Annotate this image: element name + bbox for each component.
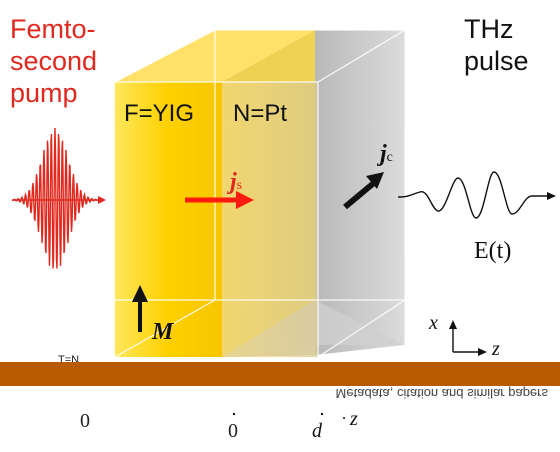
pump-label-line2: second	[10, 46, 98, 76]
yig-block	[115, 30, 318, 357]
magnetization-label: M	[152, 318, 173, 346]
spin-current-symbol: j	[230, 169, 237, 195]
position-ticks	[232, 412, 345, 419]
block-edges	[114, 29, 406, 358]
metadata-footer: Metadata, citation and similar papers	[0, 386, 560, 406]
material-f-label: F=YIG	[124, 100, 195, 127]
charge-current-label: jc	[380, 140, 393, 168]
axis-z-label: z	[492, 338, 500, 360]
position-left-label: 0	[228, 420, 238, 442]
charge-current-subscript: c	[386, 150, 393, 165]
metadata-footer-text[interactable]: Metadata, citation and similar papers	[335, 386, 548, 401]
field-label: E(t)	[474, 238, 512, 264]
charge-current-symbol: j	[380, 141, 387, 167]
charge-current-arrow	[343, 172, 384, 210]
position-axis-label: z	[350, 408, 358, 430]
thz-label-line1: THz	[464, 14, 514, 44]
thz-label: THz pulse	[464, 13, 529, 77]
pump-label-line1: Femto-	[10, 14, 96, 44]
axes-icon	[449, 320, 487, 356]
magnetization-arrow	[132, 285, 148, 332]
orange-banner	[0, 362, 560, 386]
pump-label-line3: pump	[10, 78, 78, 108]
axis-x-label: x	[429, 312, 438, 334]
thz-label-line2: pulse	[464, 46, 529, 76]
spin-current-arrow	[185, 191, 254, 209]
position-right-label: d	[312, 420, 322, 442]
pump-pulse	[11, 127, 106, 269]
pump-label: Femto- second pump	[10, 13, 97, 109]
thz-pulse-wave	[397, 171, 556, 219]
material-n-label: N=Pt	[233, 100, 288, 127]
stray-left-text: 0	[80, 410, 90, 432]
magnetization-symbol: M	[152, 319, 174, 345]
spin-current-label: js	[230, 168, 242, 196]
spin-current-subscript: s	[236, 178, 243, 193]
